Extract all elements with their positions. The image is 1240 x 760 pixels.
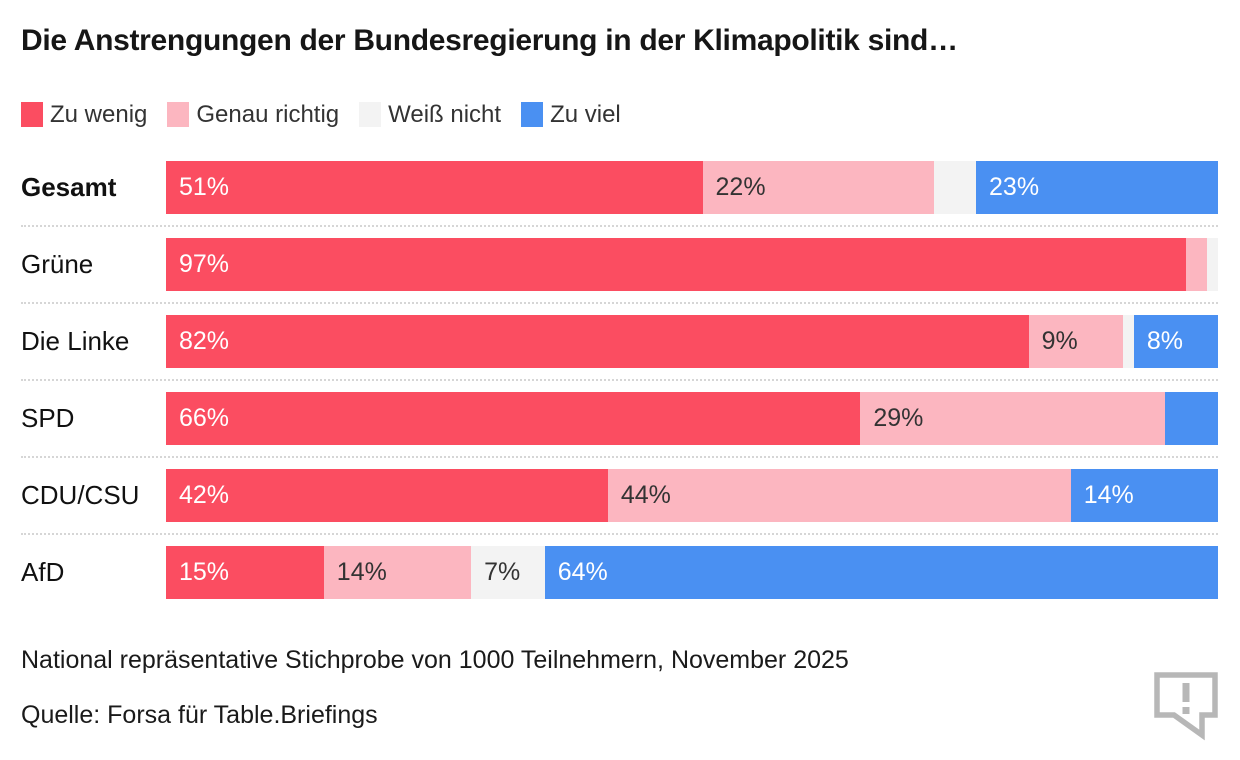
- segment-value-label: 51%: [179, 172, 230, 201]
- segment-value-label: 14%: [336, 557, 387, 586]
- chart-row: CDU/CSU 42% 44% 14%: [21, 468, 1218, 522]
- bar-segment-genau-richtig: 44%: [607, 468, 1071, 522]
- legend-swatch-weiss-nicht: [359, 102, 382, 127]
- stacked-bar: 51% 22% 23%: [166, 160, 1218, 214]
- row-separator: [21, 378, 1218, 381]
- chart-title: Die Anstrengungen der Bundesregierung in…: [21, 24, 958, 57]
- exclamation-bar: [1182, 683, 1190, 702]
- row-separator: [21, 532, 1218, 535]
- comment-exclamation-icon: [1153, 671, 1219, 743]
- bar-segment-weiss-nicht: [1207, 237, 1218, 291]
- segment-value-label: 15%: [179, 557, 230, 586]
- bar-segment-zu-viel: 64%: [544, 545, 1218, 599]
- bar-segment-zu-wenig: 97%: [166, 237, 1187, 291]
- segment-value-label: 97%: [179, 249, 230, 278]
- sample-note: National repräsentative Stichprobe von 1…: [21, 645, 849, 674]
- legend-label: Zu viel: [550, 100, 621, 128]
- legend-item-zu-viel: Zu viel: [521, 101, 621, 129]
- stacked-bar: 97%: [166, 237, 1218, 291]
- segment-value-label: 7%: [484, 557, 521, 586]
- legend-label: Genau richtig: [196, 100, 340, 128]
- row-label: SPD: [21, 402, 75, 433]
- speech-bubble-outline: [1154, 672, 1218, 741]
- bar-segment-zu-wenig: 15%: [166, 545, 324, 599]
- segment-value-label: 14%: [1083, 480, 1134, 509]
- row-label: AfD: [21, 556, 65, 587]
- bar-segment-zu-wenig: 51%: [166, 160, 703, 214]
- legend-swatch-zu-viel: [521, 102, 544, 127]
- legend-label: Zu wenig: [50, 100, 148, 128]
- bar-segment-zu-viel: 14%: [1070, 468, 1218, 522]
- row-label: CDU/CSU: [21, 479, 140, 510]
- legend-label: Weiß nicht: [388, 100, 502, 128]
- bar-segment-weiss-nicht: 7%: [471, 545, 545, 599]
- bar-segment-zu-wenig: 66%: [166, 391, 861, 445]
- row-separator: [21, 224, 1218, 227]
- bar-segment-zu-wenig: 82%: [166, 314, 1029, 368]
- bar-segment-genau-richtig: 29%: [860, 391, 1166, 445]
- segment-value-label: 23%: [989, 172, 1040, 201]
- segment-value-label: 8%: [1146, 326, 1183, 355]
- chart-row: AfD 15% 14% 7% 64%: [21, 545, 1218, 599]
- segment-value-label: 64%: [557, 557, 608, 586]
- bar-segment-genau-richtig: 9%: [1028, 314, 1124, 368]
- bar-segment-genau-richtig: 22%: [702, 160, 934, 214]
- stacked-bar: 42% 44% 14%: [166, 468, 1218, 522]
- bar-segment-genau-richtig: [1186, 237, 1208, 291]
- legend-item-genau-richtig: Genau richtig: [167, 101, 339, 129]
- bar-segment-zu-viel: 8%: [1133, 314, 1218, 368]
- row-separator: [21, 455, 1218, 458]
- chart-row: Die Linke 82% 9% 8%: [21, 314, 1218, 368]
- row-label: Gesamt: [21, 171, 117, 202]
- segment-value-label: 44%: [620, 480, 671, 509]
- legend-item-zu-wenig: Zu wenig: [21, 101, 147, 129]
- bar-segment-weiss-nicht: [1123, 314, 1134, 368]
- exclamation-dot: [1182, 707, 1190, 714]
- bar-segment-zu-viel: 23%: [976, 160, 1218, 214]
- stacked-bar: 66% 29%: [166, 391, 1218, 445]
- segment-value-label: 82%: [179, 326, 230, 355]
- legend-item-weiss-nicht: Weiß nicht: [359, 101, 501, 129]
- legend-swatch-genau-richtig: [167, 102, 190, 127]
- segment-value-label: 22%: [715, 172, 766, 201]
- chart-row: Gesamt 51% 22% 23%: [21, 160, 1218, 214]
- chart-row: Grüne 97%: [21, 237, 1218, 291]
- legend-swatch-zu-wenig: [21, 102, 43, 127]
- bar-segment-zu-wenig: 42%: [166, 468, 608, 522]
- row-label: Grüne: [21, 248, 94, 279]
- chart-rows: Gesamt 51% 22% 23% Grüne 97% Die Linke 82% 9% 8% S…: [21, 160, 1218, 599]
- stacked-bar: 82% 9% 8%: [166, 314, 1218, 368]
- segment-value-label: 42%: [179, 480, 230, 509]
- segment-value-label: 9%: [1041, 326, 1078, 355]
- row-label: Die Linke: [21, 325, 130, 356]
- legend: Zu wenig Genau richtig Weiß nicht Zu vie…: [21, 101, 1218, 129]
- row-separator: [21, 301, 1218, 304]
- chart-row: SPD 66% 29%: [21, 391, 1218, 445]
- bar-segment-genau-richtig: 14%: [323, 545, 472, 599]
- stacked-bar: 15% 14% 7% 64%: [166, 545, 1218, 599]
- segment-value-label: 29%: [873, 403, 924, 432]
- source-note: Quelle: Forsa für Table.Briefings: [21, 700, 378, 729]
- bar-segment-zu-viel: [1165, 391, 1218, 445]
- segment-value-label: 66%: [179, 403, 230, 432]
- bar-segment-weiss-nicht: [933, 160, 977, 214]
